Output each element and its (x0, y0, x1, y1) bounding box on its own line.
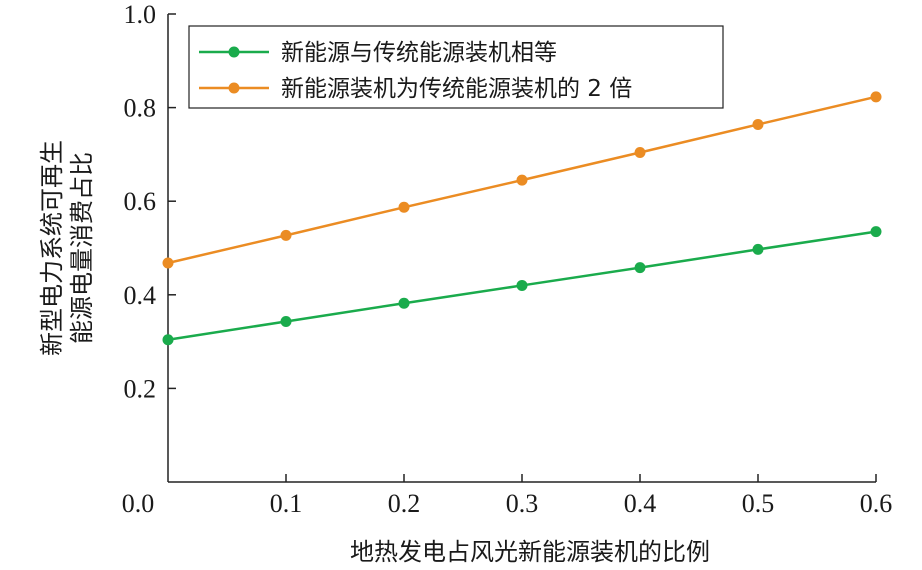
legend-label-1: 新能源与传统能源装机相等 (281, 40, 557, 66)
data-point (398, 297, 410, 309)
data-point (870, 91, 882, 103)
y-tick-label: 0.8 (124, 94, 157, 123)
y-tick-label: 0.6 (124, 187, 157, 216)
data-point (752, 118, 764, 130)
data-point (634, 262, 646, 274)
data-point (516, 279, 528, 291)
y-tick-label: 1.0 (124, 0, 157, 29)
y-tick-label: 0.4 (124, 281, 157, 310)
x-tick-label: 0.4 (624, 489, 657, 518)
data-point (634, 147, 646, 159)
data-point (280, 315, 292, 327)
x-ticks: 0.0 0.1 0.2 0.3 0.4 0.5 0.6 (122, 474, 893, 518)
y-axis-title-line-1: 新型电力系统可再生 (38, 140, 66, 356)
y-axis-title: 新型电力系统可再生 能源电量消费占比 (38, 140, 96, 356)
legend-marker-2 (228, 82, 240, 94)
x-tick-label: 0.6 (860, 489, 893, 518)
x-tick-label: 0.3 (506, 489, 539, 518)
data-point (398, 201, 410, 213)
x-axis-title: 地热发电占风光新能源装机的比例 (350, 538, 710, 566)
legend-box (188, 25, 724, 109)
x-tick-label: 0.1 (270, 489, 303, 518)
data-point (516, 174, 528, 186)
y-tick-label: 0.2 (124, 374, 157, 403)
y-axis-title-line-2: 能源电量消费占比 (68, 152, 96, 344)
data-point (162, 334, 174, 346)
data-point (280, 229, 292, 241)
data-point (752, 243, 764, 255)
series-layer (162, 91, 882, 346)
x-tick-label: 0.0 (122, 489, 155, 518)
legend-marker-1 (228, 46, 240, 58)
data-point (162, 257, 174, 269)
data-point (870, 226, 882, 238)
x-tick-label: 0.5 (742, 489, 775, 518)
legend-label-2: 新能源装机为传统能源装机的 2 倍 (281, 76, 632, 102)
x-tick-label: 0.2 (388, 489, 421, 518)
y-ticks: 0.2 0.4 0.6 0.8 1.0 (124, 0, 176, 403)
